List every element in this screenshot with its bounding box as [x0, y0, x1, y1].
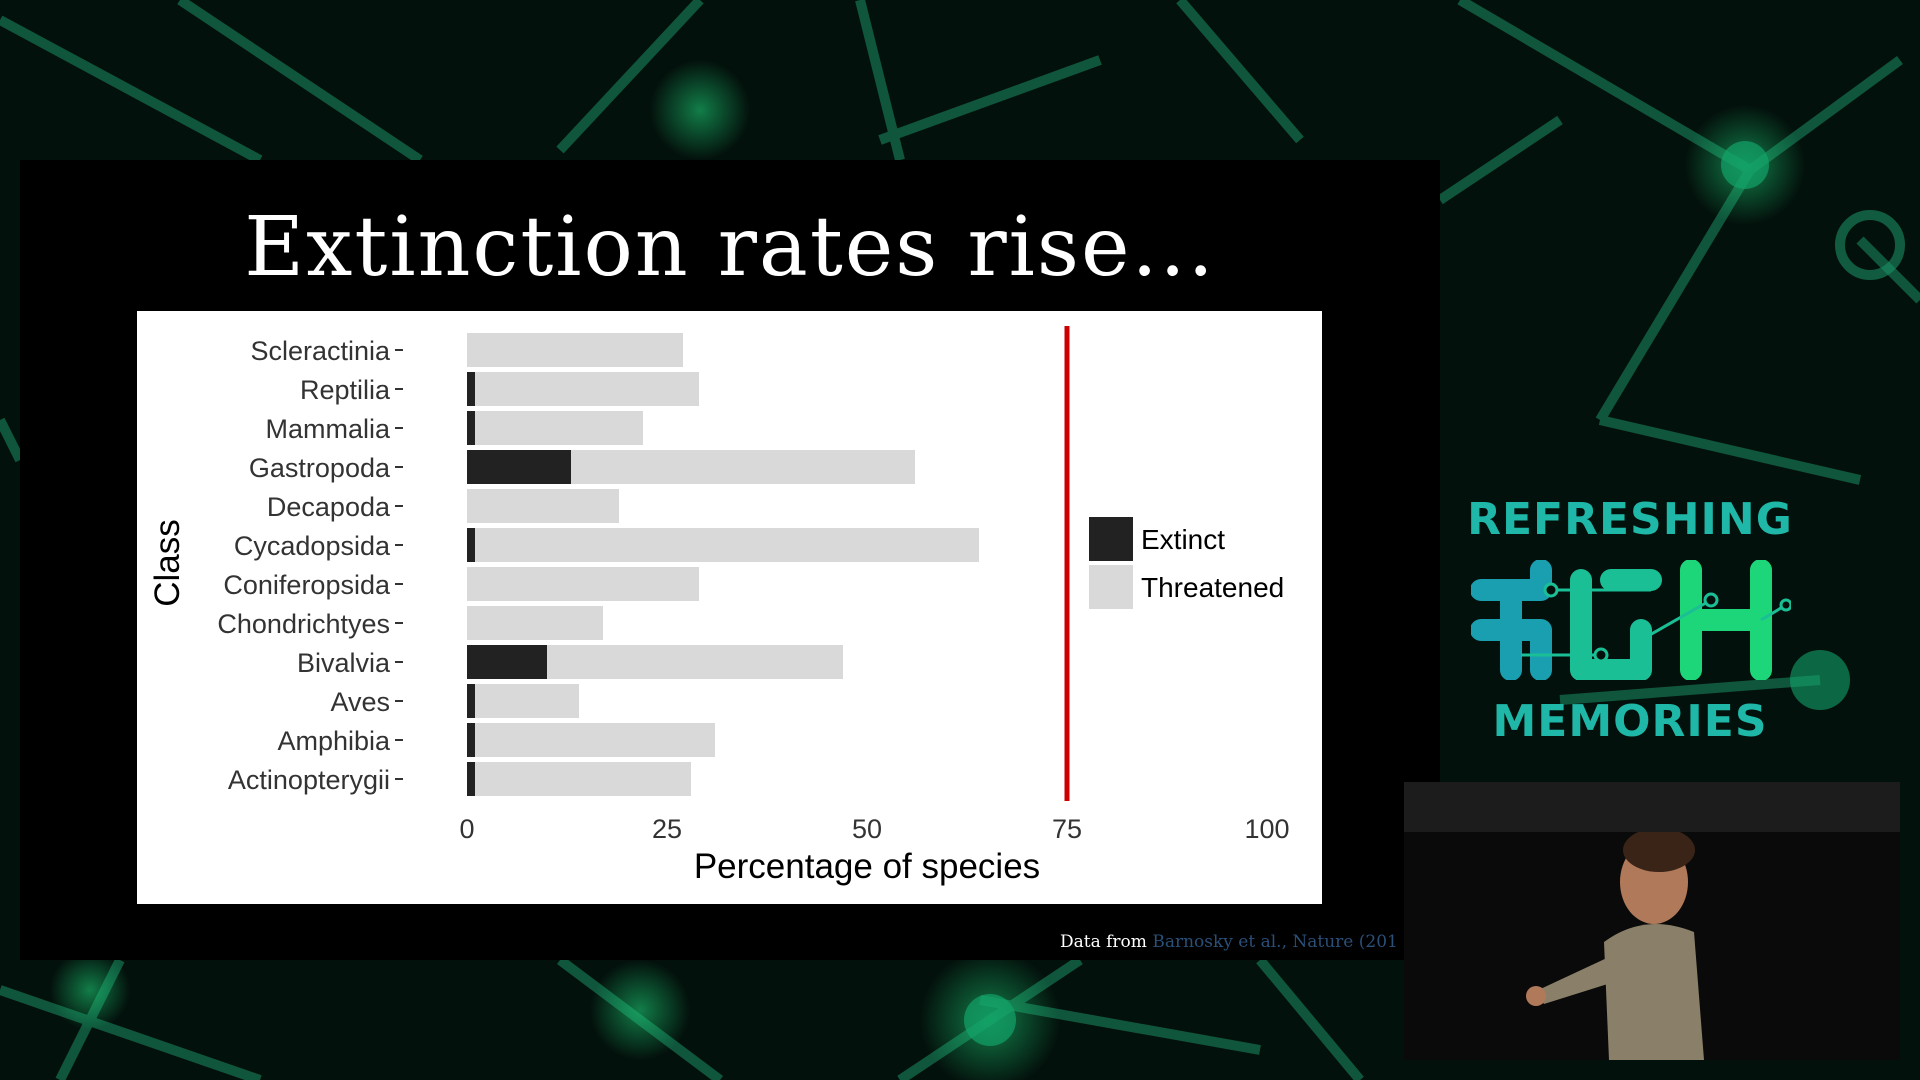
- bar-extinct: [467, 372, 475, 406]
- bar-threatened: [475, 723, 715, 757]
- bar-threatened: [467, 606, 603, 640]
- bar-threatened: [475, 762, 691, 796]
- bar-threatened: [475, 372, 699, 406]
- credit-prefix: Data from: [1060, 932, 1147, 952]
- y-axis-label: Class: [148, 519, 187, 607]
- legend-label-extinct: Extinct: [1141, 524, 1225, 555]
- logo-word-refreshing: REFRESHING: [1467, 494, 1793, 545]
- category-label: Gastropoda: [249, 453, 391, 483]
- bar-extinct: [467, 684, 475, 718]
- bar-extinct: [467, 411, 475, 445]
- legend-swatch-threatened: [1089, 565, 1133, 609]
- speaker-figure: [1526, 828, 1704, 1060]
- legend-label-threatened: Threatened: [1141, 572, 1284, 603]
- category-label: Decapoda: [267, 492, 391, 522]
- speaker-video-inset: [1404, 782, 1900, 1060]
- chart-panel: Scleractinia Reptilia Mammalia Gastropoda De…: [137, 311, 1322, 904]
- category-label: Bivalvia: [297, 648, 391, 678]
- x-tick-label: 50: [852, 814, 882, 844]
- bar-threatened: [475, 684, 579, 718]
- x-tick-label: 0: [459, 814, 474, 844]
- bar-threatened: [571, 450, 915, 484]
- credit-citation-link[interactable]: Barnosky et al., Nature (201: [1152, 932, 1398, 952]
- category-label: Mammalia: [265, 414, 391, 444]
- bar-threatened: [467, 567, 699, 601]
- x-tick-label: 75: [1052, 814, 1082, 844]
- category-label: Coniferopsida: [223, 570, 391, 600]
- bar-extinct: [467, 762, 475, 796]
- x-tick-label: 25: [652, 814, 682, 844]
- category-label: Chondrichtyes: [217, 609, 390, 639]
- extinction-bar-chart: Scleractinia Reptilia Mammalia Gastropoda De…: [148, 326, 1290, 886]
- bar-threatened: [475, 528, 979, 562]
- logo-word-memories: MEMORIES: [1492, 696, 1768, 747]
- x-axis-label: Percentage of species: [694, 847, 1040, 886]
- slide-title: Extinction rates rise...: [244, 200, 1216, 295]
- category-label: Cycadopsida: [234, 531, 391, 561]
- category-label: Reptilia: [300, 375, 391, 405]
- x-tick-label: 100: [1244, 814, 1289, 844]
- video-top-strip: [1404, 782, 1900, 832]
- bar-threatened: [547, 645, 843, 679]
- bar-threatened: [467, 489, 619, 523]
- legend-swatch-extinct: [1089, 517, 1133, 561]
- bar-extinct: [467, 723, 475, 757]
- category-label: Amphibia: [277, 726, 391, 756]
- bar-threatened: [475, 411, 643, 445]
- bar-threatened: [467, 333, 683, 367]
- category-label: Aves: [330, 687, 390, 717]
- refreshing-memories-logo: REFRESHING MEMORIES: [1465, 490, 1795, 760]
- category-label: Actinopterygii: [228, 765, 390, 795]
- presentation-slide: Extinction rates rise... Scleractinia Rep…: [20, 160, 1440, 960]
- bar-extinct: [467, 645, 547, 679]
- category-label: Scleractinia: [250, 336, 391, 366]
- bar-extinct: [467, 450, 571, 484]
- circuit-logo-icon: [1471, 560, 1791, 680]
- data-credit: Data from Barnosky et al., Nature (201: [1060, 932, 1398, 952]
- bar-extinct: [467, 528, 475, 562]
